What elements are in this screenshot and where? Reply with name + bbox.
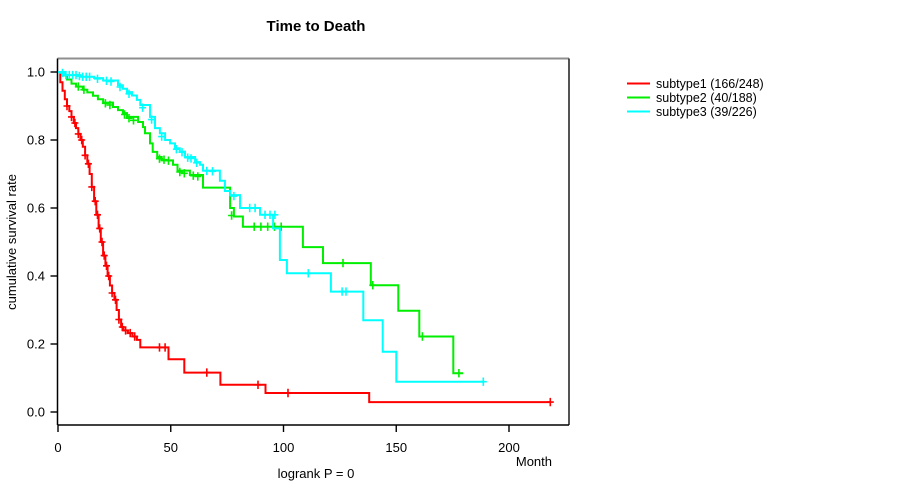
survival-curves: [58, 68, 554, 407]
y-tick-label: 0.2: [27, 337, 45, 352]
y-tick-label: 0.0: [27, 405, 45, 420]
x-tick-label: 100: [273, 440, 295, 455]
y-tick-label: 0.6: [27, 201, 45, 216]
logrank-annotation: logrank P = 0: [278, 466, 355, 481]
x-tick-label: 150: [385, 440, 407, 455]
x-tick-label: 200: [498, 440, 520, 455]
legend-item-label: subtype3 (39/226): [656, 105, 757, 119]
legend: subtype1 (166/248)subtype2 (40/188)subty…: [627, 77, 764, 119]
x-axis-unit-label: Month: [516, 454, 552, 469]
y-tick-label: 0.4: [27, 269, 45, 284]
y-tick-label: 0.8: [27, 133, 45, 148]
plot-frame: [56, 57, 570, 426]
y-tick-label: 1.0: [27, 65, 45, 80]
censor-marks-series3: [59, 68, 487, 386]
axis-ticks: 0 50 100 150 200 0.0 0.2 0.4 0.6 0.8 1.0: [27, 65, 520, 456]
y-axis-label: cumulative survival rate: [4, 174, 19, 310]
legend-item-label: subtype1 (166/248): [656, 77, 764, 91]
censor-marks-series1: [63, 101, 554, 407]
censor-marks-series2: [74, 82, 463, 378]
x-tick-label: 0: [54, 440, 61, 455]
survival-curve-series1: [58, 71, 551, 404]
legend-item-label: subtype2 (40/188): [656, 91, 757, 105]
chart-title: Time to Death: [267, 18, 366, 35]
x-tick-label: 50: [164, 440, 178, 455]
